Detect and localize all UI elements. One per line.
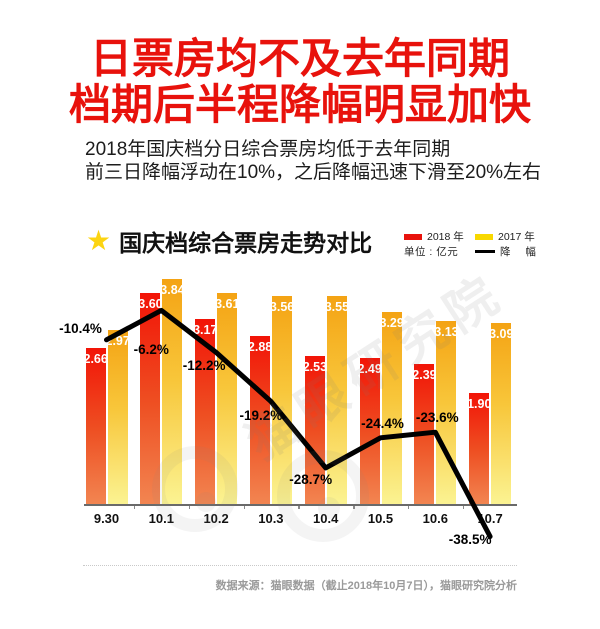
legend-label-2018: 2018 年: [427, 231, 464, 243]
bar-value-label-2017: 3.13: [434, 324, 459, 339]
bar-2017: [217, 292, 238, 504]
legend-item-drop: 降 幅: [475, 244, 542, 259]
legend-label-drop: 降 幅: [500, 246, 542, 258]
drop-line-label: -28.7%: [289, 471, 333, 487]
x-axis-label: 10.7: [477, 511, 503, 526]
bar-value-label-2017: 3.55: [324, 300, 350, 315]
bar-value-label-2018: 2.66: [83, 352, 108, 367]
chart-legend: 2018 年 2017 年 单位 : 亿元 降 幅: [404, 229, 542, 259]
legend-line-swatch-icon: [475, 250, 495, 253]
x-axis-label: 10.1: [148, 511, 174, 526]
x-axis-line: [84, 504, 517, 506]
legend-swatch-2017-icon: [475, 233, 493, 240]
bar-2017: [491, 323, 512, 504]
bar-value-label-2018: 1.90: [467, 396, 492, 411]
x-axis-label: 9.30: [93, 511, 120, 526]
legend-item-2018: 2018 年: [404, 229, 475, 244]
bar-2017: [381, 311, 402, 504]
page-subtitle: 2018年国庆档分日综合票房均低于去年同期 前三日降幅浮动在10%，之后降幅迅速…: [85, 138, 565, 184]
legend-item-2017: 2017 年: [475, 229, 535, 244]
unit-label: 单位 : 亿元: [404, 246, 459, 258]
bar-value-label-2018: 3.60: [138, 297, 163, 312]
subtitle-line2: 前三日降幅浮动在10%，之后降幅迅速下滑至20%左右: [85, 162, 542, 183]
bar-value-label-2017: 3.56: [269, 299, 295, 314]
x-axis-label: 10.6: [422, 511, 448, 526]
drop-line-label: -19.2%: [239, 408, 283, 424]
bar-value-label-2018: 2.39: [412, 368, 437, 383]
x-axis-label: 10.4: [313, 511, 339, 526]
footer-divider: [83, 565, 517, 566]
x-axis-label: 10.5: [367, 511, 394, 526]
subtitle-line1: 2018年国庆档分日综合票房均低于去年同期: [85, 139, 451, 160]
x-axis-label: 10.3: [258, 511, 284, 526]
page-title-line1: 日票房均不及去年同期: [89, 35, 510, 82]
legend-label-2017: 2017 年: [498, 231, 535, 243]
bar-value-label-2018: 3.17: [193, 322, 218, 337]
chart-title: 国庆档综合票房走势对比: [119, 230, 373, 256]
data-source-note: 数据来源：猫眼数据（截止2018年10月7日），猫眼研究院分析: [215, 580, 517, 592]
bar-value-label-2017: 3.09: [489, 327, 514, 342]
bar-2018: [359, 358, 380, 504]
bar-value-label-2018: 2.53: [302, 359, 328, 374]
legend-row-1: 2018 年 2017 年: [404, 229, 542, 244]
bar-2018: [195, 318, 216, 504]
bar-2018: [140, 293, 161, 504]
bar-value-label-2017: 3.84: [160, 283, 185, 298]
page-title-line2: 档期后半程降幅明显加快: [68, 81, 531, 128]
bar-2018: [85, 348, 106, 504]
bar-value-label-2018: 2.88: [247, 339, 273, 354]
legend-row-2: 单位 : 亿元 降 幅: [404, 244, 542, 259]
chart-header: 国庆档综合票房走势对比: [86, 224, 372, 258]
bar-value-label-2017: 3.61: [215, 296, 240, 311]
drop-line-label: -6.2%: [133, 342, 169, 358]
x-axis-label: 10.2: [203, 511, 229, 526]
bar-value-label-2017: 3.29: [379, 315, 404, 330]
bar-2018: [414, 364, 435, 504]
bar-2017: [162, 279, 183, 504]
page-title: 日票房均不及去年同期 档期后半程降幅明显加快: [0, 36, 600, 128]
legend-swatch-2018-icon: [404, 233, 422, 240]
drop-line-label: -10.4%: [59, 320, 102, 336]
bar-value-label-2018: 2.49: [357, 362, 382, 377]
drop-line-label: -12.2%: [182, 358, 226, 374]
drop-line-label: -38.5%: [448, 531, 492, 547]
drop-line-label: -23.6%: [415, 410, 459, 426]
